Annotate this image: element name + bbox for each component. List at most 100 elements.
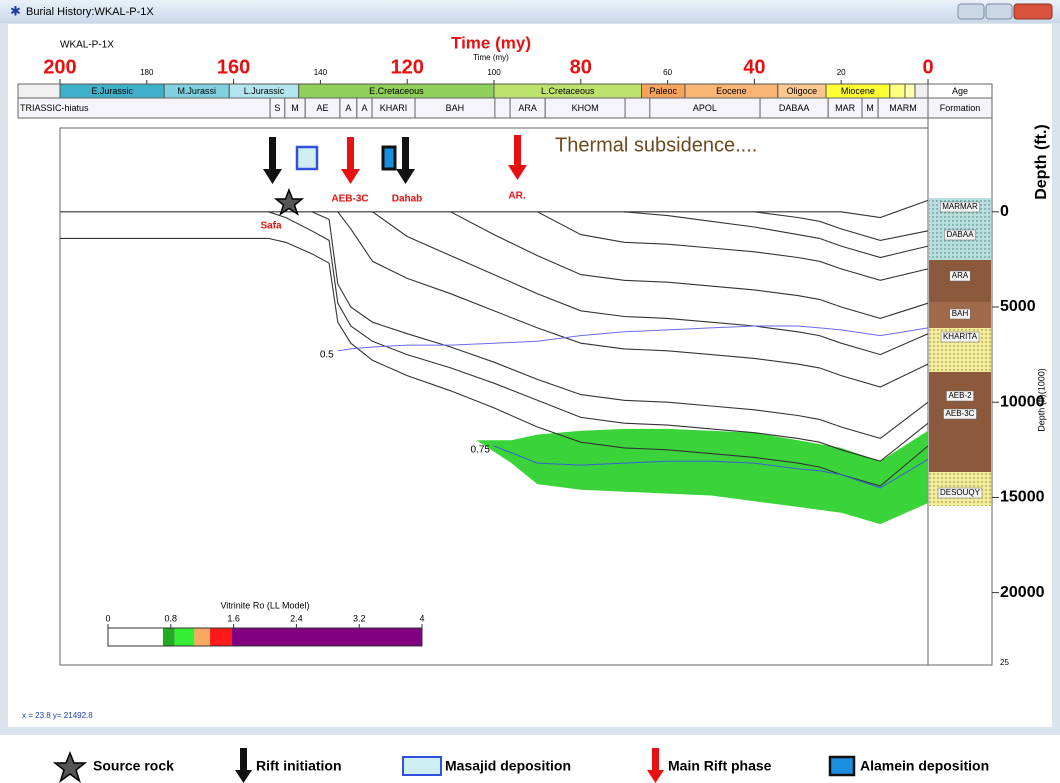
y2-axis-label: Depth (ft)(1000) [1036, 368, 1046, 432]
x-tick-label: 40 [743, 56, 765, 78]
burial-curve [311, 211, 929, 440]
age-label: E.Jurassic [91, 86, 133, 96]
column-label: DESOUQY [940, 488, 981, 497]
plot-area [59, 127, 929, 666]
formation-cell [877, 97, 929, 119]
age-label: Eocene [716, 86, 747, 96]
x-tick-label: 80 [570, 56, 592, 78]
well-name: WKAL-P-1X [60, 40, 114, 51]
main-rift-arrow [341, 137, 360, 184]
title-bar [0, 0, 1060, 23]
x-minor-tick-label: 140 [314, 68, 328, 77]
window-title: Burial History:WKAL-P-1X [26, 6, 154, 18]
annotation: Thermal subsidence.... [555, 134, 757, 156]
main-rift-arrow [508, 135, 527, 180]
legend-box [402, 756, 442, 776]
legend: Source rock Rift initiation Masajid depo… [52, 748, 989, 783]
formation-label: S [274, 103, 280, 113]
annotation: Safa [260, 221, 282, 232]
x-minor-tick-label: 180 [140, 68, 154, 77]
column-label: BAH [952, 309, 969, 318]
app-icon: ✱ [10, 3, 21, 18]
formation-label: TRIASSIC-hiatus [20, 103, 89, 113]
maximize-button[interactable] [985, 3, 1013, 20]
y-tick-label: 20000 [1000, 584, 1045, 601]
formation-label: APOL [693, 103, 717, 113]
age-cell [889, 83, 906, 99]
age-label: Miocene [841, 86, 875, 96]
burial-curve [372, 211, 929, 356]
age-label: Paleoc [649, 86, 677, 96]
colorbar-tick-label: 3.2 [353, 613, 366, 623]
colorbar-tick-label: 1.6 [227, 613, 240, 623]
lithology [929, 198, 991, 506]
formation-label: AE [317, 103, 329, 113]
formation-label: A [345, 103, 351, 113]
y2-bottom-label: 25 [1000, 658, 1009, 667]
column-label: AEB-2 [948, 391, 972, 400]
x-tick-label: 160 [217, 56, 250, 78]
formation-cell [544, 97, 626, 119]
colorbar-segment [174, 628, 195, 646]
colorbar-frame [107, 627, 423, 647]
chart-title: Time (my) [451, 33, 531, 52]
oil-window [476, 428, 928, 525]
formation-header: Formation [940, 103, 981, 113]
column-label-box [949, 308, 971, 320]
plot-layer: 0.5 0.75 [60, 199, 929, 525]
formation-label: ARA [518, 103, 537, 113]
burial-curve [450, 211, 929, 319]
column-label-box [939, 201, 981, 213]
formation-label: A [361, 103, 367, 113]
formation-label: KHOM [572, 103, 599, 113]
burial-curve [337, 211, 929, 388]
formation-cell [414, 97, 496, 119]
formation-label: M [866, 103, 874, 113]
age-label: M.Jurassi [177, 86, 216, 96]
burial-curve [268, 211, 929, 462]
x-axis-label: Time (my) [473, 53, 509, 62]
rift-arrow [263, 137, 282, 184]
isoline-label: 0.75 [471, 445, 491, 456]
close-button[interactable] [1013, 3, 1053, 20]
legend-label: Masajid deposition [445, 758, 571, 774]
legend-arrow [235, 748, 252, 783]
burial-curve [537, 211, 929, 281]
minimize-button[interactable] [957, 3, 985, 20]
x-tick-label: 200 [43, 56, 76, 78]
legend-label: Main Rift phase [668, 758, 772, 774]
x-minor-tick-label: 20 [837, 68, 846, 77]
vitrinite-isoline [493, 445, 929, 489]
colorbar-tick-label: 4 [419, 613, 424, 623]
lithology-block [929, 372, 991, 472]
colorbar-segment [108, 628, 163, 646]
annotation: AEB-3C [331, 194, 368, 205]
colorbar-tick-label: 2.4 [290, 613, 303, 623]
y-tick-label: 10000 [1000, 393, 1045, 410]
colorbar-segment [194, 628, 211, 646]
legend-arrow [647, 748, 664, 783]
colorbar-segment [232, 628, 422, 646]
y-tick-label: 0 [1000, 203, 1009, 220]
column-label: DABAA [946, 230, 974, 239]
formation-label: M [291, 103, 299, 113]
vitrinite-isoline [337, 325, 929, 352]
annotation: AR. [508, 191, 525, 202]
age-header: Age [952, 86, 968, 96]
y-tick-label: 15000 [1000, 489, 1045, 506]
annotation: Dahab [392, 194, 423, 205]
colorbar-title: Vitrinite Ro (LL Model) [220, 600, 309, 610]
status-text: x = 23.8 y= 21492.8 [22, 711, 93, 720]
event-markers [263, 135, 527, 216]
legend-label: Rift initiation [256, 758, 342, 774]
burial-curve [60, 199, 929, 219]
column-label-box [944, 229, 976, 241]
x-minor-tick-label: 100 [487, 68, 501, 77]
colorbar-segment [162, 628, 175, 646]
source-rock-star [273, 187, 305, 216]
column-label-box [949, 270, 971, 282]
age-label: L.Cretaceous [541, 86, 595, 96]
column-label-box [937, 487, 983, 499]
